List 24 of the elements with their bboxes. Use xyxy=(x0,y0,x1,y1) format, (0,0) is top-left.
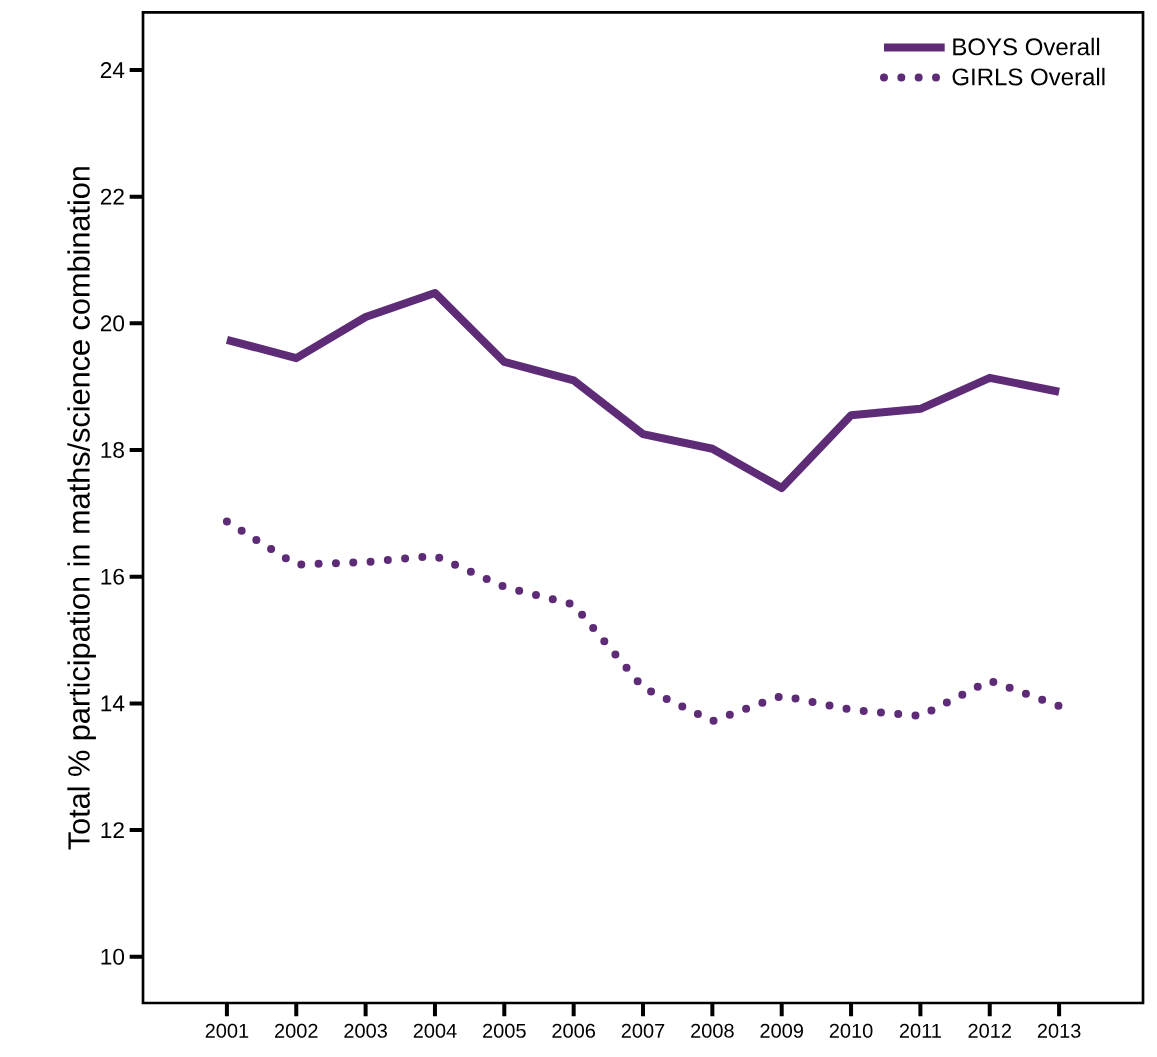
y-tick-label: 24 xyxy=(100,62,125,78)
x-tick-label: 2002 xyxy=(275,1023,318,1038)
y-tick-label: 10 xyxy=(101,948,125,965)
x-tick-label: 2012 xyxy=(968,1023,1011,1038)
x-tick-label: 2010 xyxy=(829,1023,873,1038)
y-axis-title: Total % participation in maths/science combination xyxy=(67,167,96,850)
x-tick-label: 2007 xyxy=(621,1023,665,1038)
y-tick-label: 16 xyxy=(101,568,124,585)
y-tick-label: 14 xyxy=(101,695,125,712)
legend-label: BOYS Overall xyxy=(953,37,1100,56)
y-tick-label: 12 xyxy=(101,822,124,838)
y-tick-label: 22 xyxy=(100,188,124,205)
x-tick-label: 2009 xyxy=(760,1023,803,1038)
x-tick-label: 2003 xyxy=(344,1023,387,1038)
x-tick-label: 2005 xyxy=(483,1023,526,1038)
x-tick-label: 2006 xyxy=(552,1023,596,1038)
x-tick-label: 2011 xyxy=(899,1023,941,1038)
y-tick-label: 20 xyxy=(100,315,125,332)
y-tick-label: 18 xyxy=(101,441,124,459)
x-tick-label: 2013 xyxy=(1037,1023,1081,1038)
x-tick-label: 2001 xyxy=(205,1023,249,1038)
legend-label: GIRLS Overall xyxy=(952,67,1105,86)
x-tick-label: 2004 xyxy=(413,1023,457,1038)
x-tick-label: 2008 xyxy=(691,1023,734,1038)
